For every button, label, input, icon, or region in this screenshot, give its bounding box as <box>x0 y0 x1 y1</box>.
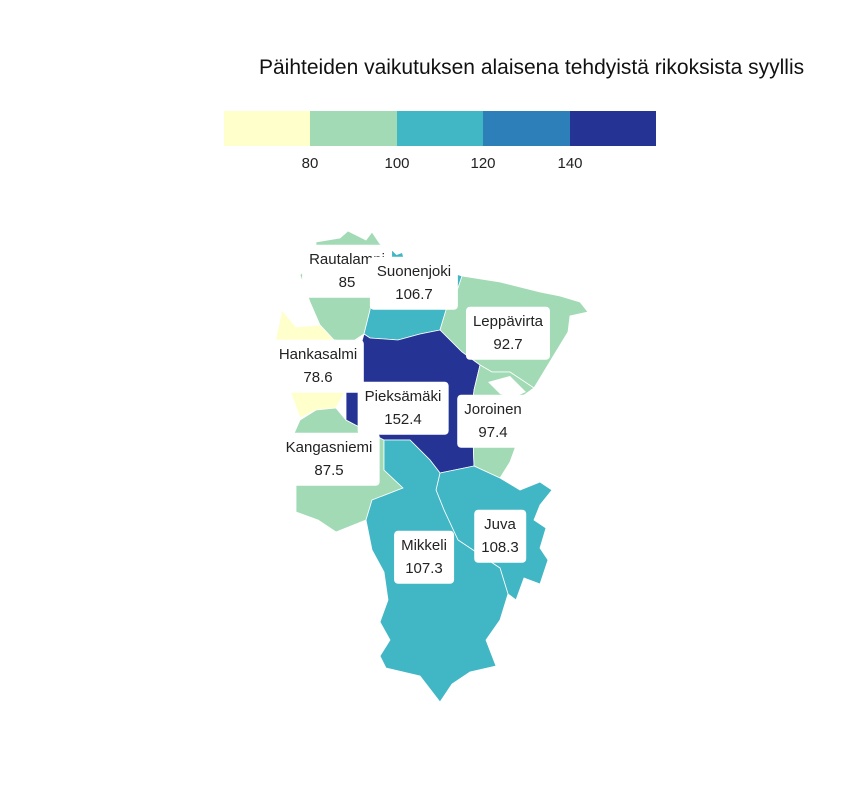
legend-swatch <box>569 111 656 146</box>
region-name: Leppävirta <box>472 312 544 330</box>
map-title: Päihteiden vaikutuksen alaisena tehdyist… <box>259 56 805 79</box>
legend-swatch <box>396 111 484 146</box>
region-name: Juva <box>484 515 516 533</box>
legend-swatch <box>224 111 311 146</box>
legend-swatch <box>310 111 397 146</box>
legend-tick-label: 140 <box>557 155 583 172</box>
region-name: Suonenjoki <box>376 262 452 280</box>
region-value: 152.4 <box>384 411 422 428</box>
region-label-leppavirta: Leppävirta 92.7 <box>465 306 551 360</box>
legend-swatch <box>483 111 570 146</box>
legend-tick-label: 100 <box>384 155 410 172</box>
region-value: 78.6 <box>303 369 333 386</box>
legend-tick-label: 80 <box>301 155 319 172</box>
region-label-mikkeli: Mikkeli 107.3 <box>394 530 454 584</box>
lake-gap <box>488 376 526 398</box>
region-label-suonenjoki: Suonenjoki 106.7 <box>369 256 459 310</box>
region-name: Joroinen <box>464 400 522 418</box>
region-name: Hankasalmi <box>278 345 358 363</box>
region-label-juva: Juva 108.3 <box>474 509 526 563</box>
region-name: Rautalampi <box>309 250 385 268</box>
region-value: 97.4 <box>478 424 508 441</box>
region-value: 87.5 <box>314 462 344 479</box>
region-value: 107.3 <box>405 560 443 577</box>
region-value: 85 <box>338 274 356 291</box>
region-value: 108.3 <box>481 539 519 556</box>
color-legend <box>224 111 656 146</box>
region-value: 106.7 <box>395 286 433 303</box>
region-name: Kangasniemi <box>285 438 373 456</box>
region-label-hankasalmi: Hankasalmi 78.6 <box>271 339 365 393</box>
region-label-kangasniemi: Kangasniemi 87.5 <box>278 432 380 486</box>
legend-tick-label: 120 <box>470 155 496 172</box>
region-label-joroinen: Joroinen 97.4 <box>457 394 529 448</box>
region-value: 92.7 <box>493 336 523 353</box>
region-label-pieksamaki: Pieksämäki 152.4 <box>357 381 449 435</box>
region-name: Mikkeli <box>401 536 447 554</box>
region-name: Pieksämäki <box>364 387 442 405</box>
